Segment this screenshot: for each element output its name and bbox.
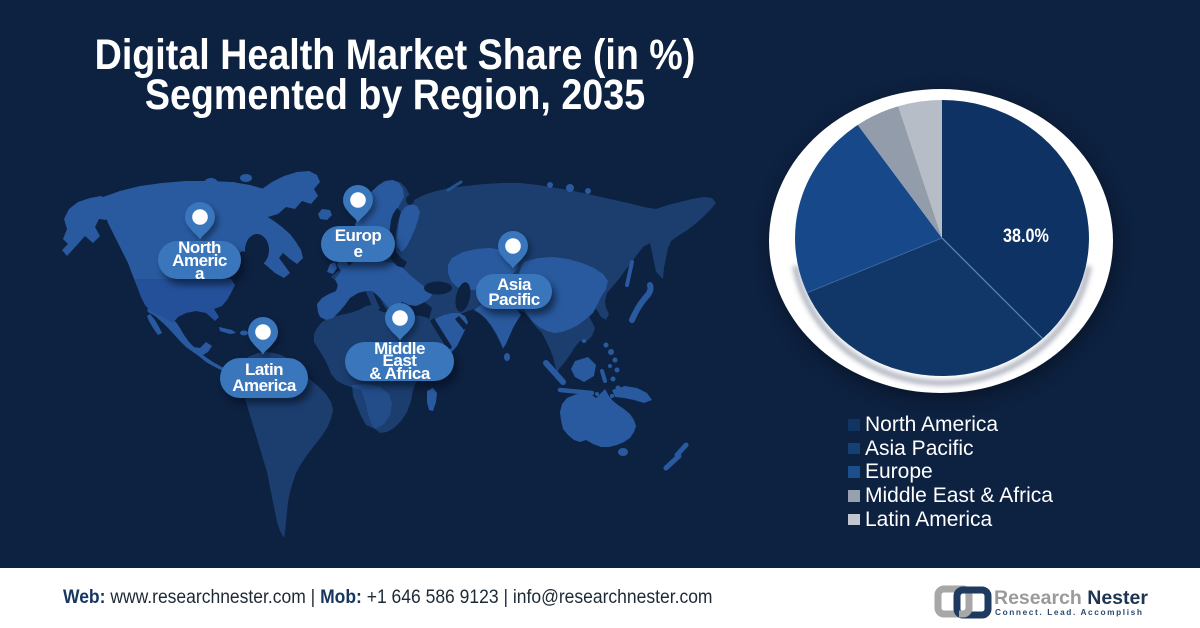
svg-text:Connect. Lead. Accomplish: Connect. Lead. Accomplish (995, 607, 1144, 617)
svg-text:Research Nester: Research Nester (994, 587, 1148, 609)
